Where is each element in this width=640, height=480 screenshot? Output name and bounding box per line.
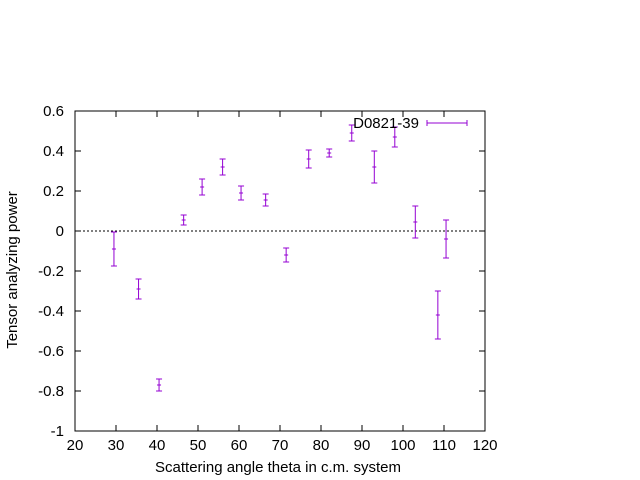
data-point bbox=[238, 185, 245, 201]
x-tick-label: 100 bbox=[390, 437, 415, 454]
legend-series-sample bbox=[426, 120, 468, 126]
data-point bbox=[305, 149, 312, 169]
x-tick-label: 110 bbox=[432, 437, 456, 454]
y-tick-label: 0.6 bbox=[43, 103, 64, 120]
data-point bbox=[412, 205, 419, 239]
data-point bbox=[443, 219, 450, 259]
plot-layer: 20 30 40 50 60 70 80 90 100 110 120 -1 -0.8 -0.6 -0.4 -… bbox=[38, 103, 497, 454]
y-tick-label: -0.8 bbox=[38, 383, 64, 400]
data-point bbox=[180, 214, 187, 226]
y-tick-label: -0.4 bbox=[38, 303, 64, 320]
legend: D0821-39 bbox=[353, 115, 468, 132]
data-point bbox=[434, 290, 441, 340]
x-tick-label: 90 bbox=[354, 437, 371, 454]
y-axis-label: Tensor analyzing power bbox=[4, 191, 21, 349]
plot-frame bbox=[74, 110, 486, 432]
x-tick-label: 60 bbox=[231, 437, 248, 454]
x-tick-label: 20 bbox=[67, 437, 84, 454]
data-point bbox=[110, 231, 117, 267]
y-tick-label: -1 bbox=[51, 423, 64, 440]
x-tick-label: 40 bbox=[149, 437, 166, 454]
x-tick-label: 70 bbox=[272, 437, 289, 454]
x-axis-label: Scattering angle theta in c.m. system bbox=[155, 459, 401, 476]
x-tick-label: 50 bbox=[190, 437, 207, 454]
data-point bbox=[199, 178, 206, 196]
y-tick-label: -0.2 bbox=[38, 263, 64, 280]
y-tick-label: 0 bbox=[56, 223, 64, 240]
data-point bbox=[135, 278, 142, 300]
data-point bbox=[371, 150, 378, 184]
data-point bbox=[348, 124, 355, 142]
data-point bbox=[326, 148, 333, 158]
legend-series-label: D0821-39 bbox=[353, 115, 419, 132]
x-tick-label: 120 bbox=[472, 437, 497, 454]
x-tick-label: 80 bbox=[313, 437, 330, 454]
data-point bbox=[219, 158, 226, 176]
data-point bbox=[391, 126, 398, 148]
y-tick-label: 0.2 bbox=[43, 183, 64, 200]
data-point bbox=[283, 247, 290, 263]
x-tick-label: 30 bbox=[108, 437, 125, 454]
y-tick-label: 0.4 bbox=[43, 143, 64, 160]
y-tick-label: -0.6 bbox=[38, 343, 64, 360]
data-point bbox=[262, 193, 269, 207]
data-point bbox=[156, 378, 163, 392]
